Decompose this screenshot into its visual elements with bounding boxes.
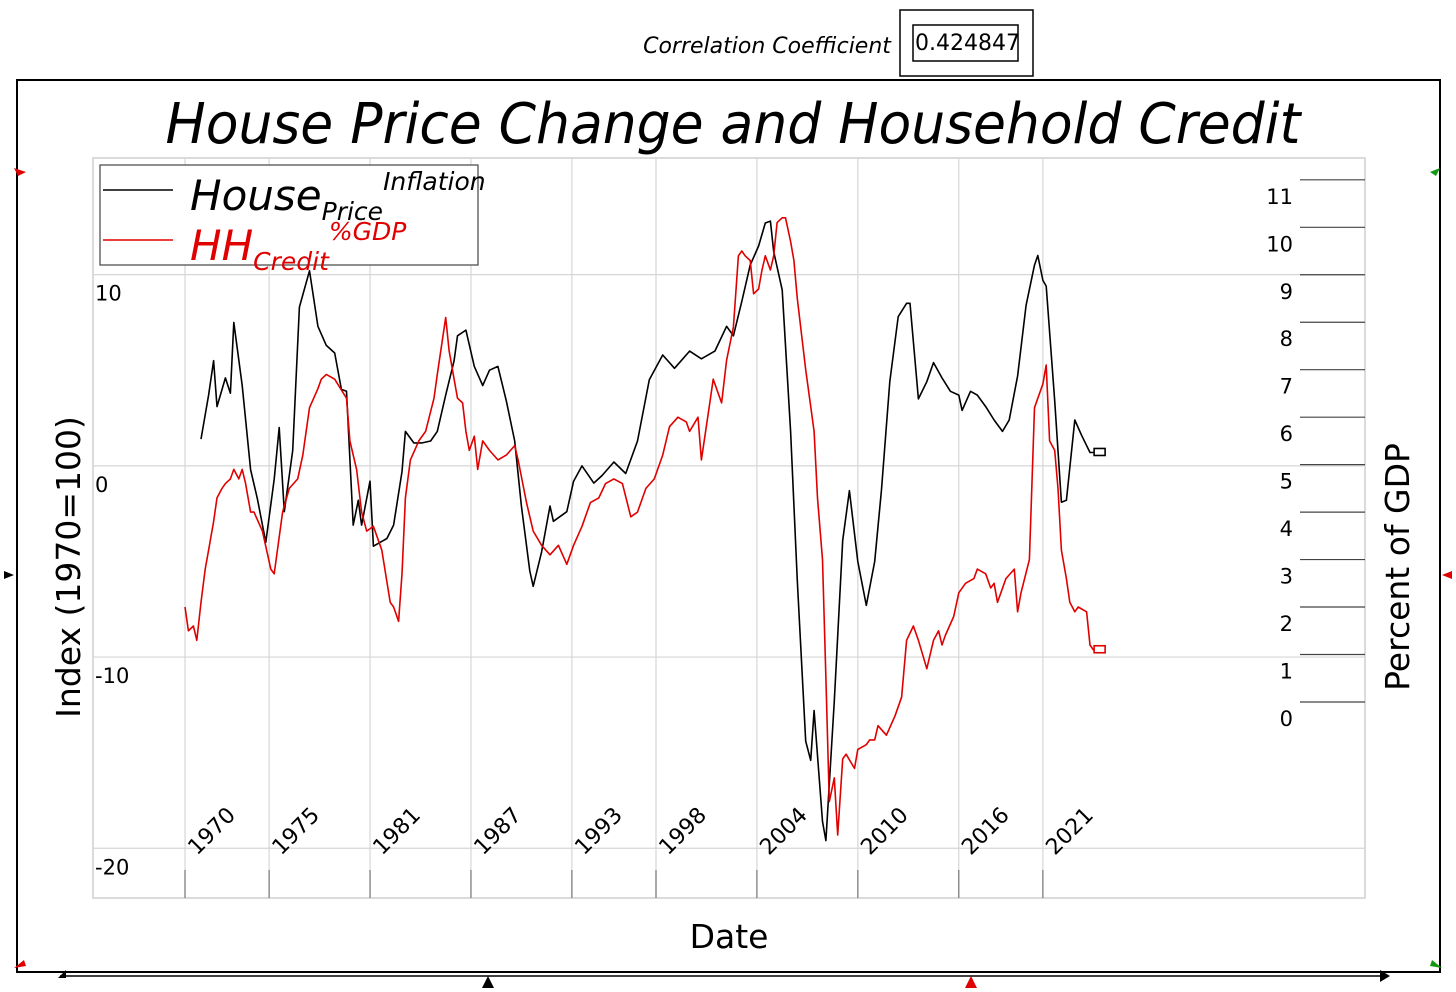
end-marker: [1093, 447, 1106, 457]
y-tick-label: -10: [95, 664, 129, 688]
frame-marker: [1430, 168, 1440, 176]
frame-marker: [58, 970, 66, 978]
y2-tick-label: 1: [1280, 659, 1293, 683]
legend-subscript: Price: [322, 197, 383, 226]
legend-box: [99, 164, 479, 266]
y-tick-label: 10: [95, 282, 122, 306]
chart-title: House Price Change and Household Credit: [166, 92, 1303, 157]
correlation-field[interactable]: [912, 24, 1019, 62]
legend-name: HH: [190, 221, 253, 270]
legend-superscript: Inflation: [383, 167, 486, 196]
frame: [16, 79, 1441, 973]
frame-marker: [14, 960, 26, 968]
legend-subscript: Credit: [253, 247, 330, 276]
legend-label: HHCredit%GDP: [190, 217, 407, 276]
plot-area: [92, 157, 1366, 899]
y2-tick-label: 6: [1280, 422, 1293, 446]
y2-tick-label: 2: [1280, 612, 1293, 636]
grid: [93, 158, 1365, 898]
y2-tick-label: 3: [1280, 565, 1293, 589]
y2-tick-label: 11: [1266, 185, 1293, 209]
frame-marker: [1380, 970, 1390, 982]
y-tick-label: 0: [95, 473, 108, 497]
y2-tick-label: 5: [1280, 470, 1293, 494]
y2-tick-label: 4: [1280, 517, 1293, 541]
y-axis-title: Index (1970=100): [49, 416, 88, 718]
series-line: [184, 217, 1106, 836]
y2-tick-label: 10: [1266, 232, 1293, 256]
series-lines: [184, 217, 1106, 842]
legend-label: HousePriceInflation: [190, 167, 486, 226]
frame-marker: [965, 976, 977, 988]
y2-tick-label: 7: [1280, 375, 1293, 399]
correlation-box: [899, 9, 1034, 77]
y2-tick-label: 9: [1280, 280, 1293, 304]
y2-axis-title: Percent of GDP: [1378, 443, 1417, 691]
legend-superscript: %GDP: [329, 217, 407, 246]
correlation-value: 0.424847: [915, 31, 1020, 56]
frame-marker: [4, 571, 14, 579]
frame-marker: [1430, 960, 1442, 968]
x-axis-title: Date: [690, 917, 769, 956]
legend-name: House: [190, 171, 322, 220]
frame-marker: [1442, 571, 1452, 579]
frame-marker: [14, 168, 26, 176]
series-line: [200, 220, 1106, 842]
correlation-label: Correlation Coefficient: [643, 34, 892, 59]
y-tick-label: -20: [95, 855, 129, 879]
y2-tick-label: 0: [1280, 707, 1293, 731]
y2-tick-label: 8: [1280, 327, 1293, 351]
end-marker: [1093, 644, 1106, 654]
frame-marker: [482, 976, 494, 988]
